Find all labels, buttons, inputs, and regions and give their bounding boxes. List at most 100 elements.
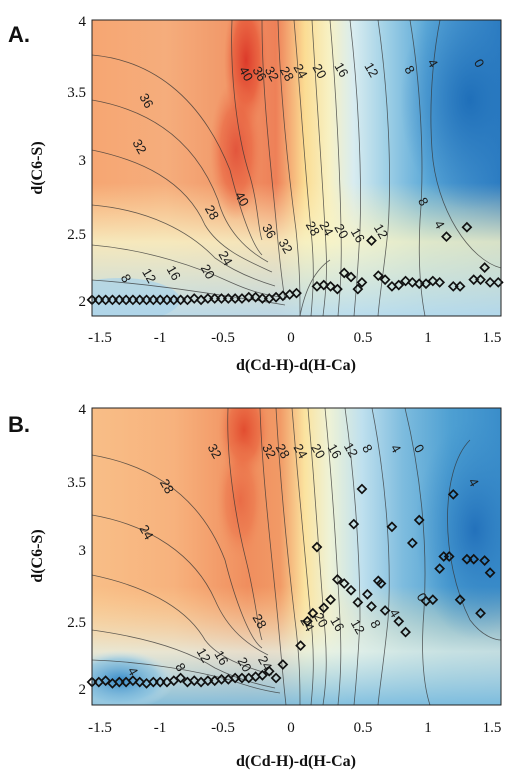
panel-b-contour-label: 16 (325, 441, 345, 461)
panel-b-data-point (154, 676, 166, 688)
panel-a-xtick: 0.5 (354, 330, 373, 346)
panel-b-data-point (302, 615, 313, 627)
panel-b-data-point (345, 584, 357, 596)
panel-a-data-point (216, 293, 227, 304)
panel-a-ytick: 3 (79, 153, 87, 169)
panel-b-data-point (479, 555, 491, 566)
panel-b-data-point (475, 607, 486, 619)
panel-b-data-point (366, 601, 377, 612)
panel-b-data-point (257, 669, 268, 681)
panel-b-data-point (311, 541, 323, 553)
panel-b-data-point (318, 602, 330, 614)
panel-a-xtick: -1.5 (88, 330, 112, 346)
panel-b-axes: -1.5 -1 -0.5 0 0.5 1 1.5 2 2.5 3 3.5 4 d… (29, 402, 501, 770)
panel-b-label: B. (8, 412, 30, 437)
panel-a-contour-label: 24 (290, 61, 310, 81)
panel-a-xtick: 1 (424, 330, 432, 346)
panel-b-data-point (468, 553, 480, 565)
panel-a-contour-label: 20 (331, 221, 351, 241)
panel-a-data-point (461, 221, 473, 233)
panel-a-data-point (318, 279, 330, 291)
panel-b-data-point (236, 672, 248, 684)
panel-a-data-point (229, 293, 241, 304)
panel-b-xtick: 1 (424, 720, 432, 736)
panel-a-contour-label: 28 (202, 202, 222, 222)
panel-b-data-point (100, 675, 112, 687)
panel-a-contour-label: 12 (139, 266, 159, 286)
panel-b-data-point (147, 676, 159, 688)
panel-a-data-point (400, 275, 411, 287)
panel-b-xtick: -0.5 (211, 720, 235, 736)
panel-a-data-point (331, 283, 343, 295)
panel-b-contour-label: 20 (235, 654, 255, 674)
panel-a-ytick: 2.5 (67, 227, 86, 243)
panel-a-data-point (209, 293, 221, 304)
panel-b-data-point (393, 615, 405, 627)
panel-b-data-point (356, 483, 368, 495)
panel-b-xtick: 1.5 (483, 720, 502, 736)
panel-a-data-point (188, 293, 200, 304)
panel-b-data-point (295, 640, 306, 652)
panel-a-data-point (338, 267, 350, 279)
panel-a-data-point (356, 276, 368, 288)
panel-a-data-point (222, 293, 234, 304)
panel-b-data-point (216, 673, 227, 685)
panel-a-data-point (120, 294, 132, 306)
panel-b-data-point (413, 514, 425, 526)
panel-a-contour-label: 12 (361, 60, 381, 80)
panel-a-data-point (345, 271, 357, 283)
panel-a-data-point (379, 274, 391, 286)
panel-b-contour-label: 16 (327, 614, 347, 634)
panel-a-contour-label: 16 (348, 225, 368, 245)
panel-a-contour-label: 36 (259, 221, 279, 241)
panel-a-xtick: 0 (287, 330, 295, 346)
panel-a-contour-label: 12 (371, 221, 391, 241)
panel-a-contour-label: 28 (303, 218, 323, 238)
panel-b-data-point (175, 672, 187, 684)
panel-b-data-point (427, 594, 439, 606)
panel-b-data-point (229, 672, 241, 684)
panel-a-contour-label: 16 (164, 263, 184, 283)
panel-a-contour-label: 28 (277, 64, 297, 84)
panel-a-data-point (154, 294, 166, 306)
panel-b-contour-label: 32 (259, 441, 279, 461)
panel-a-data-point (161, 294, 173, 306)
panel-b-data-point (263, 665, 275, 677)
panel-b-xtick: 0 (287, 720, 295, 736)
panel-b-contour-label: 20 (308, 441, 328, 461)
panel-b-ytick: 4 (79, 402, 87, 418)
panel-b-contour-label: 24 (297, 614, 317, 634)
panel-a-contour-label: 32 (130, 136, 150, 156)
panel-a-contour-label: 20 (310, 61, 330, 81)
panel-a-data-point (127, 294, 139, 306)
panel-a: A. (8, 14, 504, 374)
panel-b: B. (8, 402, 502, 770)
panel-b-data-point (443, 551, 455, 562)
panel-a-ytick: 3.5 (67, 85, 86, 101)
panel-a-label: A. (8, 22, 30, 47)
panel-b-data-point (461, 553, 473, 565)
panel-b-contour-label: 28 (273, 441, 293, 461)
panel-b-data-point (338, 578, 350, 589)
panel-a-points (86, 221, 504, 306)
panel-b-data-point (406, 537, 418, 549)
panel-a-contour-label: 40 (232, 189, 252, 209)
panel-b-field (92, 408, 501, 705)
panel-b-data-point (331, 574, 343, 585)
panel-a-data-point (352, 283, 364, 295)
panel-b-data-point (447, 488, 459, 500)
panel-a-data-point (393, 279, 405, 291)
panel-a-data-point (406, 276, 418, 288)
panel-a-axes: -1.5 -1 -0.5 0 0.5 1 1.5 2 2.5 3 3.5 4 d… (29, 14, 501, 374)
panel-a-data-point (475, 274, 486, 286)
panel-a-data-point (243, 291, 255, 303)
panel-b-data-point (386, 521, 398, 533)
panel-b-contour-label: 16 (211, 648, 231, 668)
panel-b-xtick: -1 (154, 720, 167, 736)
panel-b-data-point (188, 675, 200, 687)
panel-b-data-point (202, 675, 214, 687)
panel-a-data-point (168, 294, 180, 306)
panel-a-xtick: -1 (154, 330, 167, 346)
panel-b-data-point (113, 676, 125, 688)
